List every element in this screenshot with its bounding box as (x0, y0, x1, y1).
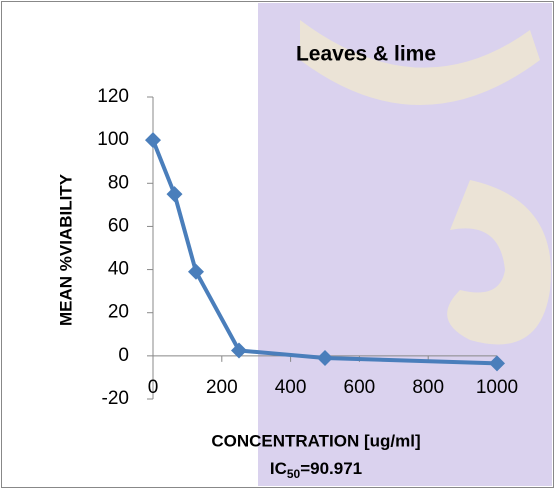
x-axis-label: CONCENTRATION [ug/ml] (211, 431, 420, 450)
y-tick-label: 60 (108, 215, 129, 236)
y-tick-label: 0 (118, 345, 129, 366)
x-tick-label: 200 (206, 377, 238, 398)
x-tick-label: 400 (275, 377, 307, 398)
watermark-shape (447, 180, 551, 345)
y-axis-label: MEAN %VIABILITY (56, 173, 75, 326)
data-point (145, 132, 161, 149)
y-tick-label: 20 (108, 302, 129, 323)
chart-title: Leaves & lime (296, 43, 436, 66)
y-tick-label: -20 (102, 388, 129, 409)
data-point (317, 350, 333, 367)
series-line (151, 139, 498, 366)
y-tick-label: 100 (97, 129, 129, 150)
data-point (166, 186, 183, 203)
y-tick-label: 120 (97, 86, 129, 107)
x-tick-label: 0 (148, 377, 159, 398)
annotation-rest: =90.971 (300, 459, 362, 478)
y-tick-label: 40 (108, 259, 129, 280)
x-tick-label: 1000 (476, 377, 518, 398)
watermark-shape (300, 20, 540, 105)
annotation-text: IC (270, 459, 287, 478)
annotation: IC50=90.971 (270, 459, 362, 481)
x-tick-label: 800 (412, 377, 444, 398)
data-point (489, 355, 505, 372)
y-tick-label: 80 (108, 172, 129, 193)
data-point (231, 342, 247, 359)
x-tick-label: 600 (344, 377, 376, 398)
annotation-subscript: 50 (287, 467, 301, 481)
data-point (188, 263, 204, 280)
